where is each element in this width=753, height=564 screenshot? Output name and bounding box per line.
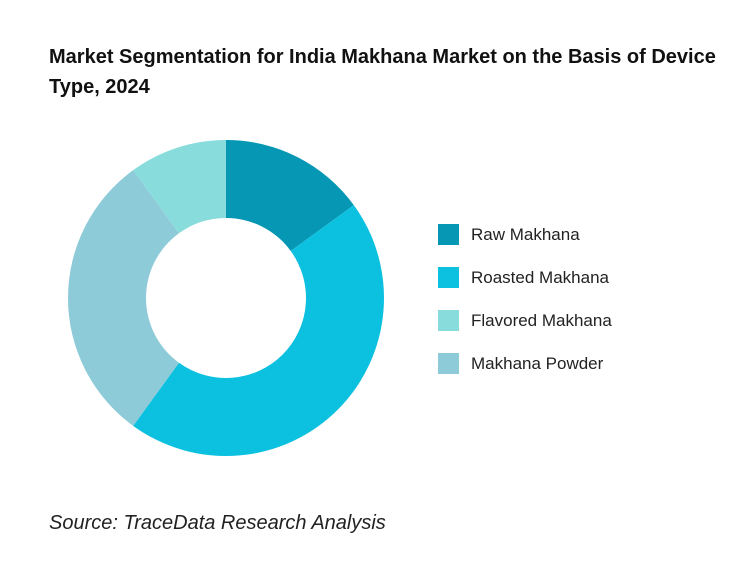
legend-item-makhana-powder: Makhana Powder: [438, 342, 612, 385]
legend-item-roasted-makhana: Roasted Makhana: [438, 256, 612, 299]
legend-item-raw-makhana: Raw Makhana: [438, 213, 612, 256]
source-note: Source: TraceData Research Analysis: [49, 512, 386, 534]
donut-slice-flavored-makhana: [133, 140, 226, 234]
legend-swatch: [438, 353, 459, 374]
legend-label: Flavored Makhana: [471, 310, 612, 330]
legend-label: Raw Makhana: [471, 224, 580, 244]
donut-slice-makhana-powder: [67, 170, 179, 426]
legend-swatch: [438, 310, 459, 331]
donut-slices: [67, 140, 384, 456]
legend-item-flavored-makhana: Flavored Makhana: [438, 299, 612, 342]
donut-slice-roasted-makhana: [133, 205, 384, 456]
legend-label: Roasted Makhana: [471, 267, 609, 287]
chart-legend: Raw Makhana Roasted Makhana Flavored Mak…: [438, 213, 612, 385]
chart-title: Market Segmentation for India Makhana Ma…: [49, 46, 716, 98]
legend-swatch: [438, 224, 459, 245]
legend-label: Makhana Powder: [471, 353, 604, 373]
donut-slice-raw-makhana: [226, 140, 354, 251]
legend-swatch: [438, 267, 459, 288]
